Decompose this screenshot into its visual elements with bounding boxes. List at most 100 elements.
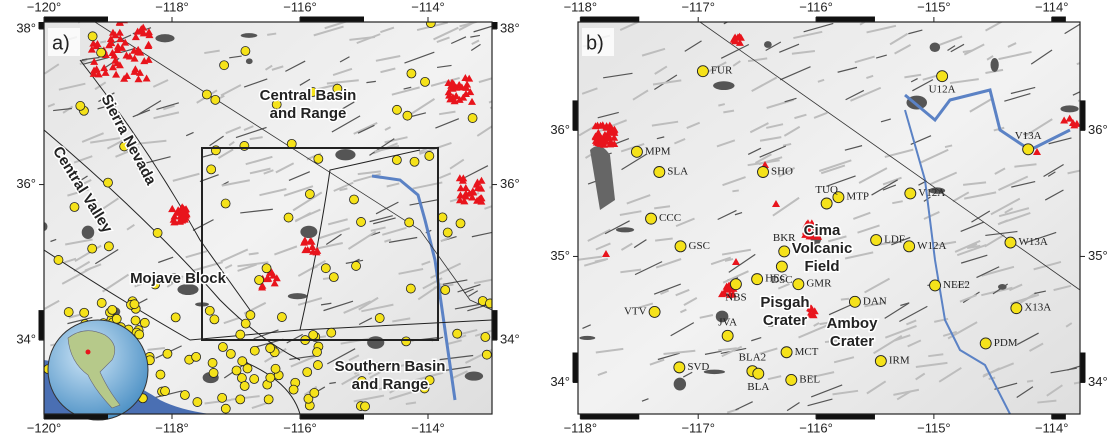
station: [1011, 303, 1022, 314]
station-dot: [221, 404, 230, 413]
station-dot: [218, 343, 227, 352]
station-dot: [208, 358, 217, 367]
station-label: FUR: [711, 65, 733, 77]
station: [758, 166, 769, 177]
station-label: LDF: [884, 234, 905, 246]
station: [1023, 144, 1034, 155]
x-tick-label: −114°: [1035, 0, 1069, 14]
station-dot: [266, 373, 275, 382]
x-tick-label: −114°: [411, 420, 445, 435]
station-dot: [156, 370, 165, 379]
station-label: MCT: [795, 346, 819, 358]
station-dot: [405, 218, 414, 227]
station-dot: [425, 151, 434, 160]
panel-label: b): [586, 32, 604, 54]
x-tick-label: −116°: [283, 0, 317, 14]
station-label: SVD: [687, 361, 709, 373]
station-label: JVA: [718, 316, 737, 328]
station: [937, 71, 948, 82]
station-dot: [88, 244, 97, 253]
station-dot: [407, 69, 416, 78]
x-tick-label: −118°: [155, 0, 189, 14]
station-dot: [221, 199, 230, 208]
station-dot: [313, 361, 322, 370]
station-label: BLA2: [739, 352, 767, 364]
region-line: Volcanic: [792, 240, 853, 257]
station-dot: [289, 385, 298, 394]
station-dot: [482, 350, 491, 359]
station-dot: [240, 382, 249, 391]
station-dot: [255, 276, 264, 285]
station-dot: [103, 178, 112, 187]
station: [875, 356, 886, 367]
x-tick-label: −120°: [27, 0, 61, 14]
station: [871, 235, 882, 246]
dark-rock: [246, 58, 253, 64]
y-tick-label: 34°: [16, 332, 36, 347]
x-tick-label: −118°: [155, 420, 189, 435]
station: [779, 246, 790, 257]
region-line: and Range: [352, 376, 429, 393]
fault: [406, 403, 416, 404]
station-label: BEL: [799, 373, 820, 385]
station-dot: [104, 242, 113, 251]
dark-rock: [998, 284, 1007, 290]
station-dot: [112, 314, 121, 323]
station: [646, 213, 657, 224]
region-line: Crater: [830, 333, 874, 350]
x-tick-label: −114°: [411, 0, 445, 14]
globe-marker: [86, 350, 91, 355]
station-dot: [327, 328, 336, 337]
station-dot: [277, 313, 286, 322]
station-dot: [314, 154, 323, 163]
station-dot: [70, 202, 79, 211]
station-dot: [205, 306, 214, 315]
fault: [490, 96, 510, 108]
station-dot: [410, 157, 419, 166]
station-dot: [54, 255, 63, 264]
station-label: MPM: [645, 145, 671, 157]
y-tick-label: 34°: [1088, 374, 1108, 389]
station-dot: [310, 388, 319, 397]
station-dot: [375, 314, 384, 323]
station-dot: [211, 95, 220, 104]
station: [849, 296, 860, 307]
station-label: GMR: [806, 278, 832, 290]
station-label: BLA: [747, 381, 769, 393]
station-dot: [313, 348, 322, 357]
dark-rock: [465, 372, 483, 381]
station-dot: [361, 402, 370, 411]
region-line: Mojave Block: [130, 270, 227, 287]
station-label: V13A: [1015, 130, 1042, 142]
station-dot: [329, 273, 338, 282]
dark-rock: [991, 58, 999, 72]
dark-rock: [1060, 105, 1078, 112]
fault: [323, 278, 330, 279]
station-dot: [240, 141, 249, 150]
dark-rock: [288, 293, 307, 299]
y-tick-label: 36°: [1088, 122, 1108, 137]
dark-rock: [241, 33, 258, 38]
station-dot: [97, 298, 106, 307]
fault: [1027, 381, 1033, 382]
dark-rock: [300, 226, 317, 238]
station-dot: [350, 195, 359, 204]
x-tick-label: −117°: [681, 0, 715, 14]
panel-label: a): [52, 32, 70, 54]
station: [930, 280, 941, 291]
station-dot: [236, 395, 245, 404]
dark-rock: [930, 42, 940, 52]
y-tick-label: 38°: [500, 20, 520, 35]
station-label: V12A: [918, 187, 945, 199]
station-dot: [210, 315, 219, 324]
x-tick-label: −118°: [564, 0, 598, 14]
station-dot: [193, 398, 202, 407]
station-label: U12A: [929, 84, 956, 96]
dark-rock: [764, 41, 772, 48]
station-label: VTV: [624, 305, 647, 317]
region-line: Cima: [804, 222, 841, 239]
station-dot: [108, 305, 117, 314]
station-label: W12A: [917, 240, 946, 252]
station-label: W13A: [1018, 236, 1047, 248]
station: [752, 274, 763, 285]
